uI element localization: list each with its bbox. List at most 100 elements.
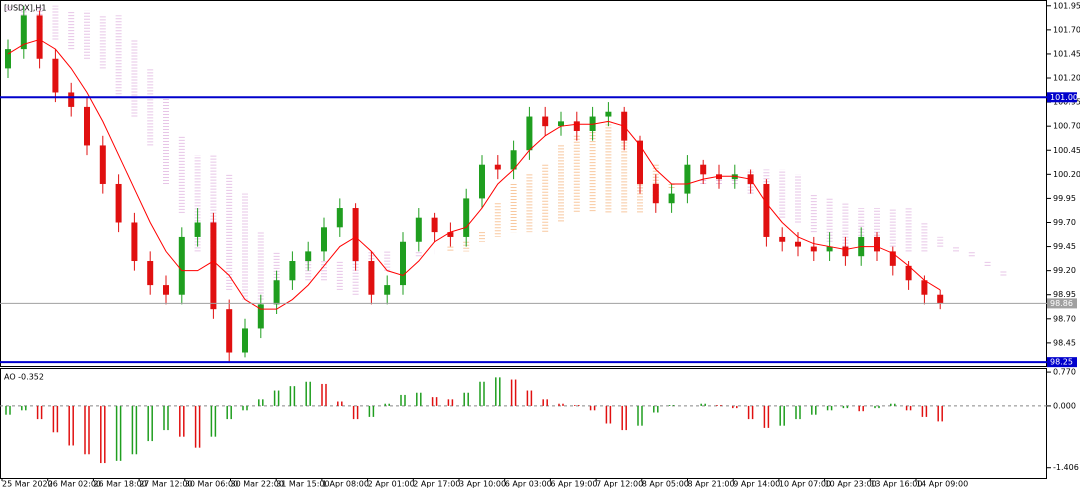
level-box bbox=[1047, 357, 1077, 368]
x-tick-label: 7 Apr 12:00 bbox=[596, 480, 643, 489]
y-tick-label: 0.000 bbox=[1053, 401, 1076, 410]
x-tick-label: 26 Mar 18:00 bbox=[93, 480, 146, 489]
candle-body bbox=[20, 15, 27, 50]
candle-body bbox=[99, 145, 106, 184]
x-tick-label: 14 Apr 09:00 bbox=[916, 480, 968, 489]
y-tick-label: 100.70 bbox=[1053, 122, 1080, 131]
x-tick-label: 8 Apr 21:00 bbox=[688, 480, 735, 489]
x-tick-label: 10 Apr 07:00 bbox=[779, 480, 831, 489]
y-tick-label: 101.20 bbox=[1053, 74, 1080, 83]
y-tick-label: 101.45 bbox=[1053, 49, 1080, 58]
y-tick-label: 101.95 bbox=[1053, 1, 1080, 10]
candle-body bbox=[921, 280, 928, 295]
indicator-label: AO -0.352 bbox=[4, 373, 44, 382]
candle-body bbox=[605, 111, 612, 117]
x-tick-label: 25 Mar 2020 bbox=[2, 480, 53, 489]
candle-body bbox=[510, 150, 517, 170]
candle-body bbox=[700, 164, 707, 175]
candle-body bbox=[558, 121, 564, 127]
candle-body bbox=[368, 261, 375, 295]
candle-body bbox=[431, 217, 438, 233]
level-label: 98.86 bbox=[1050, 299, 1073, 308]
candle-body bbox=[68, 92, 75, 107]
candle-body bbox=[36, 15, 43, 59]
x-tick-label: 3 Apr 10:00 bbox=[459, 480, 506, 489]
candle-body bbox=[242, 328, 248, 353]
x-tick-label: 30 Mar 22:00 bbox=[231, 480, 284, 489]
candle-body bbox=[415, 217, 422, 242]
x-tick-label: 26 Mar 02:00 bbox=[48, 480, 101, 489]
y-tick-label: 101.70 bbox=[1053, 25, 1080, 34]
level-label: 101.00 bbox=[1050, 93, 1078, 102]
x-tick-label: 13 Apr 16:00 bbox=[870, 480, 922, 489]
x-tick-label: 8 Apr 05:00 bbox=[642, 480, 689, 489]
x-tick-label: 1 Apr 08:00 bbox=[322, 480, 369, 489]
candle-body bbox=[336, 208, 343, 228]
y-tick-label: 98.70 bbox=[1053, 314, 1076, 323]
y-tick-label: 100.20 bbox=[1053, 170, 1080, 179]
y-tick-label: 98.45 bbox=[1053, 338, 1076, 347]
x-tick-label: 9 Apr 14:00 bbox=[733, 480, 780, 489]
x-tick-label: 2 Apr 01:00 bbox=[368, 480, 415, 489]
price-panel bbox=[0, 0, 1047, 367]
candle-body bbox=[226, 309, 233, 353]
level-box bbox=[1047, 92, 1077, 103]
x-tick-label: 27 Mar 12:00 bbox=[139, 480, 192, 489]
x-tick-label: 2 Apr 17:00 bbox=[413, 480, 460, 489]
candle-body bbox=[826, 246, 833, 252]
candle-body bbox=[889, 251, 896, 266]
candle-body bbox=[684, 164, 691, 194]
candle-body bbox=[131, 222, 138, 262]
candle-body bbox=[115, 183, 122, 223]
candle-body bbox=[5, 49, 11, 69]
candle-body bbox=[289, 261, 296, 281]
candle-body bbox=[494, 164, 501, 170]
candle-body bbox=[273, 280, 280, 305]
candle-body bbox=[795, 241, 801, 247]
y-tick-label: -1.406 bbox=[1053, 463, 1079, 472]
candle-body bbox=[400, 241, 406, 286]
candle-body bbox=[763, 183, 770, 237]
candle-body bbox=[257, 304, 264, 329]
candle-body bbox=[573, 121, 580, 131]
candle-body bbox=[194, 222, 201, 237]
candle-body bbox=[447, 232, 454, 237]
y-tick-label: 99.20 bbox=[1053, 266, 1076, 275]
candle-body bbox=[937, 294, 944, 304]
candle-body bbox=[810, 246, 817, 252]
candle-body bbox=[163, 285, 169, 295]
y-tick-label: 98.95 bbox=[1053, 290, 1076, 299]
level-box bbox=[1047, 298, 1077, 309]
candle-body bbox=[842, 246, 849, 257]
x-tick-label: 10 Apr 23:00 bbox=[825, 480, 877, 489]
candle-body bbox=[84, 106, 90, 146]
candle-body bbox=[384, 285, 391, 295]
candle-body bbox=[779, 236, 786, 242]
candle-body bbox=[321, 227, 327, 252]
x-tick-label: 6 Apr 03:00 bbox=[505, 480, 552, 489]
candle-body bbox=[52, 58, 59, 93]
candle-body bbox=[479, 164, 485, 199]
candle-body bbox=[305, 251, 312, 262]
candle-body bbox=[210, 222, 217, 310]
chart-title: [USDX],H1 bbox=[4, 4, 46, 13]
candle-body bbox=[668, 193, 675, 204]
x-tick-label: 30 Mar 06:00 bbox=[185, 480, 238, 489]
x-tick-label: 6 Apr 19:00 bbox=[550, 480, 597, 489]
candle-body bbox=[874, 236, 880, 252]
candle-body bbox=[463, 198, 470, 237]
ao-panel bbox=[0, 368, 1047, 479]
y-tick-label: 99.95 bbox=[1053, 194, 1076, 203]
candle-body bbox=[637, 140, 643, 184]
candle-body bbox=[542, 116, 549, 127]
candle-body bbox=[526, 116, 533, 151]
candle-body bbox=[652, 183, 659, 204]
x-tick-label: 31 Mar 15:00 bbox=[276, 480, 329, 489]
candle-body bbox=[147, 261, 154, 286]
y-tick-label: 0.770 bbox=[1053, 368, 1076, 377]
candle-body bbox=[352, 208, 359, 262]
y-tick-label: 99.70 bbox=[1053, 218, 1076, 227]
moving-average bbox=[7, 38, 941, 310]
candle-body bbox=[905, 265, 912, 281]
